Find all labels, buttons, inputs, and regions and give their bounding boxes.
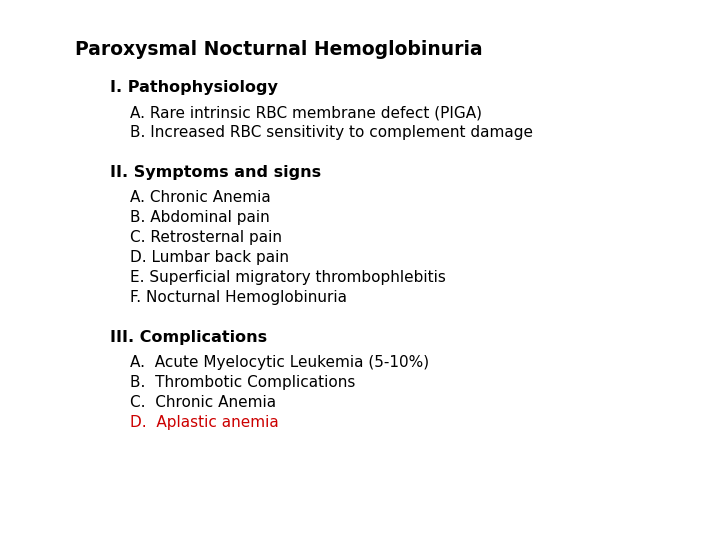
Text: I. Pathophysiology: I. Pathophysiology [110, 80, 278, 95]
Text: D. Lumbar back pain: D. Lumbar back pain [130, 250, 289, 265]
Text: III. Complications: III. Complications [110, 330, 267, 345]
Text: A.  Acute Myelocytic Leukemia (5-10%): A. Acute Myelocytic Leukemia (5-10%) [130, 355, 429, 370]
Text: C.  Chronic Anemia: C. Chronic Anemia [130, 395, 276, 410]
Text: F. Nocturnal Hemoglobinuria: F. Nocturnal Hemoglobinuria [130, 290, 347, 305]
Text: A. Chronic Anemia: A. Chronic Anemia [130, 190, 271, 205]
Text: B.  Thrombotic Complications: B. Thrombotic Complications [130, 375, 356, 390]
Text: A. Rare intrinsic RBC membrane defect (PIGA): A. Rare intrinsic RBC membrane defect (P… [130, 105, 482, 120]
Text: C. Retrosternal pain: C. Retrosternal pain [130, 230, 282, 245]
Text: E. Superficial migratory thrombophlebitis: E. Superficial migratory thrombophlebiti… [130, 270, 446, 285]
Text: B. Increased RBC sensitivity to complement damage: B. Increased RBC sensitivity to compleme… [130, 125, 533, 140]
Text: Paroxysmal Nocturnal Hemoglobinuria: Paroxysmal Nocturnal Hemoglobinuria [75, 40, 482, 59]
Text: B. Abdominal pain: B. Abdominal pain [130, 210, 270, 225]
Text: D.  Aplastic anemia: D. Aplastic anemia [130, 415, 279, 430]
Text: II. Symptoms and signs: II. Symptoms and signs [110, 165, 321, 180]
